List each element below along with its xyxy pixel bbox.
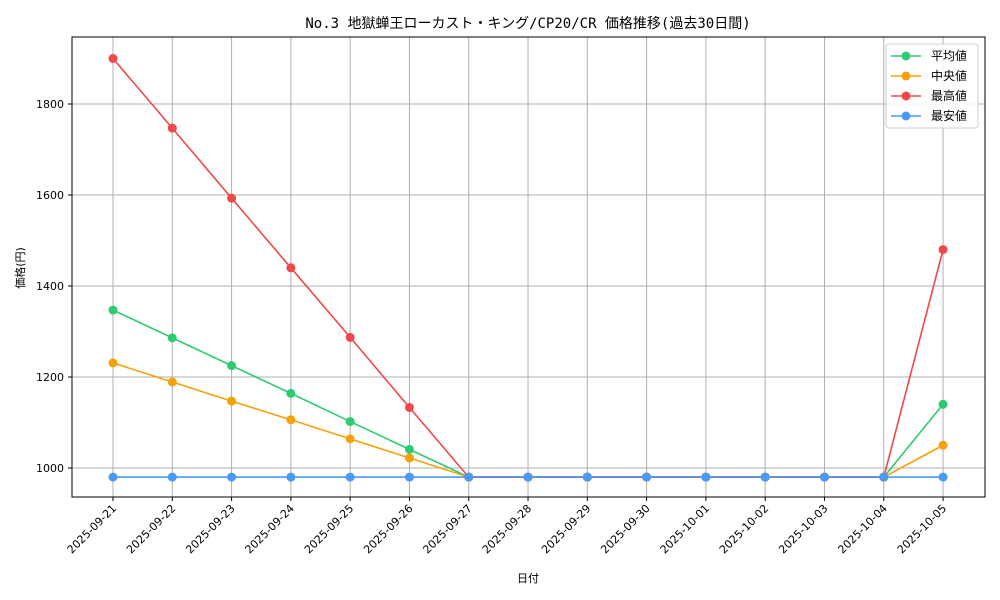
legend-item: 中央値 <box>891 68 967 83</box>
data-point <box>286 388 296 398</box>
x-axis-ticks: 2025-09-21 2025-09-22 2025-09-23 2025-09-24… <box>65 497 949 556</box>
x-tick-label: 2025-09-22 <box>124 502 178 556</box>
grid-lines <box>72 37 985 497</box>
x-tick-label: 2025-09-26 <box>361 502 415 556</box>
x-tick-label: 2025-10-01 <box>658 502 712 556</box>
legend-marker-icon <box>901 71 911 81</box>
data-point <box>345 332 355 342</box>
x-tick-label: 2025-10-02 <box>717 502 771 556</box>
data-point <box>464 472 474 482</box>
data-point <box>108 358 118 368</box>
x-tick-label: 2025-10-03 <box>776 502 830 556</box>
x-tick-label: 2025-09-30 <box>598 502 652 556</box>
y-axis-label: 価格(円) <box>13 247 27 289</box>
data-point <box>108 472 118 482</box>
legend-label: 中央値 <box>931 68 967 83</box>
data-point <box>582 472 592 482</box>
data-point <box>938 472 948 482</box>
data-point <box>345 417 355 427</box>
series-最安値 <box>108 472 948 482</box>
legend-marker-icon <box>901 111 911 121</box>
y-tick-label: 1600 <box>36 189 64 202</box>
data-point <box>938 440 948 450</box>
y-tick-label: 1800 <box>36 98 64 111</box>
data-point <box>167 333 177 343</box>
data-point <box>404 453 414 463</box>
x-axis-label: 日付 <box>517 572 539 585</box>
data-point <box>227 193 237 203</box>
data-point <box>108 54 118 63</box>
legend-label: 最高値 <box>931 88 967 103</box>
data-point <box>167 377 177 387</box>
data-point <box>938 399 948 409</box>
x-tick-label: 2025-09-28 <box>480 502 534 556</box>
data-point <box>404 444 414 454</box>
data-point <box>879 472 889 482</box>
x-tick-label: 2025-09-29 <box>539 502 593 556</box>
series-lines <box>108 54 948 482</box>
data-point <box>227 472 237 482</box>
legend-marker-icon <box>901 51 911 61</box>
data-point <box>404 472 414 482</box>
x-tick-label: 2025-09-25 <box>302 502 356 556</box>
x-tick-label: 2025-10-05 <box>895 502 949 556</box>
y-tick-label: 1200 <box>36 371 64 384</box>
x-tick-label: 2025-09-24 <box>243 502 297 556</box>
y-tick-label: 1000 <box>36 462 64 475</box>
data-point <box>108 305 118 315</box>
y-axis-ticks: 1000 1200 1400 1600 1800 <box>36 98 72 475</box>
legend-item: 平均値 <box>891 48 967 63</box>
legend-item: 最高値 <box>891 88 967 103</box>
data-point <box>286 415 296 425</box>
legend-marker-icon <box>901 91 911 101</box>
data-point <box>404 402 414 412</box>
data-point <box>819 472 829 482</box>
x-tick-label: 2025-10-04 <box>835 502 889 556</box>
data-point <box>523 472 533 482</box>
data-point <box>167 123 177 133</box>
legend-item: 最安値 <box>891 108 967 123</box>
data-point <box>286 263 296 273</box>
x-tick-label: 2025-09-23 <box>183 502 237 556</box>
chart-title: No.3 地獄蝉王ローカスト・キング/CP20/CR 価格推移(過去30日間) <box>305 16 750 32</box>
x-tick-label: 2025-09-27 <box>420 502 474 556</box>
data-point <box>227 361 237 371</box>
x-tick-label: 2025-09-21 <box>65 502 119 556</box>
data-point <box>760 472 770 482</box>
data-point <box>345 472 355 482</box>
data-point <box>167 472 177 482</box>
data-point <box>938 245 948 255</box>
legend-label: 平均値 <box>931 48 967 63</box>
data-point <box>701 472 711 482</box>
y-tick-label: 1400 <box>36 280 64 293</box>
legend-box <box>885 43 979 129</box>
legend-label: 最安値 <box>931 108 967 123</box>
data-point <box>642 472 652 482</box>
data-point <box>286 472 296 482</box>
data-point <box>345 434 355 444</box>
data-point <box>227 396 237 406</box>
